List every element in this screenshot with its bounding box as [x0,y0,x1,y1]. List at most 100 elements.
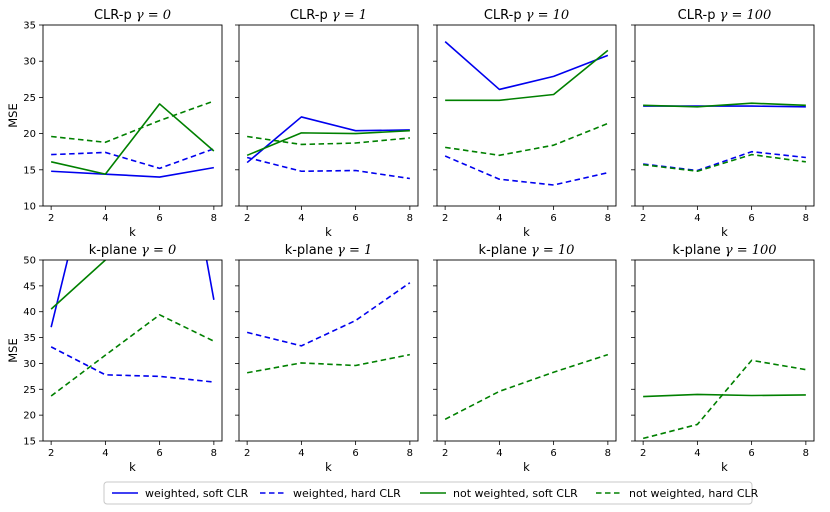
y-tick-label: 15 [23,437,36,448]
subplot-title: CLR-p γ = 10 [484,8,569,23]
series-line-weighted-hard-clr [246,282,411,347]
series-line-weighted-soft-clr [444,41,609,91]
series-line-not-weighted-soft-clr [445,49,609,102]
y-tick-label: 40 [23,307,36,318]
x-axis-label: k [129,225,136,239]
subplot-title: CLR-p γ = 100 [678,8,772,23]
x-tick-label: 8 [605,213,611,224]
x-tick-label: 6 [748,213,754,224]
series-line-not-weighted-hard-clr [246,353,411,374]
series-line-not-weighted-hard-clr [444,353,609,420]
series-line-not-weighted-soft-clr [50,260,107,310]
subplot-title-gamma: γ = 1 [332,8,367,23]
y-tick-label: 10 [23,202,36,213]
y-tick-label: 20 [23,411,36,422]
x-tick-label: 8 [803,213,809,224]
x-tick-label: 4 [298,448,304,459]
y-tick-label: 45 [23,281,36,292]
subplot-title: CLR-p γ = 0 [94,8,171,23]
x-tick-label: 4 [496,448,502,459]
subplot-title: k-plane γ = 100 [672,243,776,258]
subplot-title-method: k-plane [285,243,337,258]
subplot-title-gamma: γ = 1 [337,243,372,258]
subplot-title-gamma: γ = 0 [136,8,171,23]
series-line-not-weighted-soft-clr [643,393,806,398]
x-tick-label: 8 [211,213,217,224]
axes-frame [238,259,419,442]
y-tick-label: 25 [23,385,36,396]
series-line-not-weighted-hard-clr [643,153,806,173]
y-axis-label: MSE [6,338,20,363]
x-tick-label: 2 [640,213,646,224]
legend-label: not weighted, hard CLR [629,487,759,500]
series-group [444,353,609,420]
subplot-title-gamma: γ = 10 [531,243,574,258]
subplot-title-method: k-plane [672,243,724,258]
subplot-title-method: CLR-p [290,8,332,23]
y-tick-label: 20 [23,129,36,140]
x-tick-label: 6 [352,213,358,224]
x-tick-label: 4 [102,448,108,459]
subplot-title-gamma: γ = 100 [720,8,772,23]
subplot-5: k-plane γ = 0 2 4 6 8 15 20 25 30 35 40 45 50 k MSE [6,243,223,474]
x-tick-label: 8 [407,448,413,459]
series-line-not-weighted-hard-clr [51,100,215,144]
series-group [50,100,215,178]
series-line-weighted-hard-clr [444,155,609,186]
series-line-not-weighted-hard-clr [247,135,410,146]
x-tick-label: 2 [48,448,54,459]
x-tick-label: 2 [640,448,646,459]
y-tick-label: 35 [23,333,36,344]
x-tick-label: 8 [407,213,413,224]
x-axis-label: k [721,225,728,239]
x-axis-label: k [325,225,332,239]
axes-frame [42,24,223,207]
subplot-title-gamma: γ = 10 [526,8,569,23]
x-axis-label: k [129,460,136,474]
x-tick-label: 8 [605,448,611,459]
x-axis-label: k [523,225,530,239]
subplot-3: CLR-p γ = 10 2 4 6 8 k [433,8,617,239]
subplot-title: k-plane γ = 0 [89,243,177,258]
series-group [50,260,215,397]
subplot-title-method: CLR-p [678,8,720,23]
series-line-not-weighted-soft-clr [50,103,215,175]
series-line-weighted-hard-clr [643,150,806,172]
series-group [246,116,410,180]
axes-frame [238,24,419,207]
y-tick-label: 50 [23,256,36,267]
series-line-not-weighted-hard-clr [50,314,215,397]
axes-frame [634,24,815,207]
series-line-weighted-hard-clr [246,156,410,180]
x-tick-label: 8 [803,448,809,459]
x-tick-label: 6 [352,448,358,459]
x-tick-label: 8 [211,448,217,459]
legend: weighted, soft CLR weighted, hard CLR not … [103,481,759,505]
x-tick-label: 6 [156,448,162,459]
subplot-2: CLR-p γ = 1 2 4 6 8 k [235,8,419,239]
axes-frame [436,259,617,442]
subplot-title-method: CLR-p [94,8,136,23]
subplot-title: k-plane γ = 1 [285,243,373,258]
series-group [246,282,411,374]
y-tick-label: 35 [23,21,36,32]
x-axis-label: k [523,460,530,474]
legend-item-not-weighted-hard-clr: not weighted, hard CLR [596,487,759,500]
series-line-not-weighted-hard-clr [642,359,806,440]
x-axis-label: k [721,460,728,474]
subplot-title-method: k-plane [89,243,141,258]
series-line-weighted-soft-clr [51,166,214,178]
subplot-title: CLR-p γ = 1 [290,8,367,23]
y-axis-label: MSE [6,103,20,128]
subplot-4: CLR-p γ = 100 2 4 6 8 k [631,8,815,239]
axes-frame [634,259,815,442]
x-tick-label: 2 [442,448,448,459]
series-line-not-weighted-soft-clr [246,129,410,157]
legend-label: not weighted, soft CLR [453,487,578,500]
series-line-not-weighted-soft-clr [643,102,806,108]
subplot-1: CLR-p γ = 0 2 4 6 8 10 15 20 25 30 35 k MSE [6,8,223,239]
series-group [444,41,609,186]
x-tick-label: 4 [298,213,304,224]
